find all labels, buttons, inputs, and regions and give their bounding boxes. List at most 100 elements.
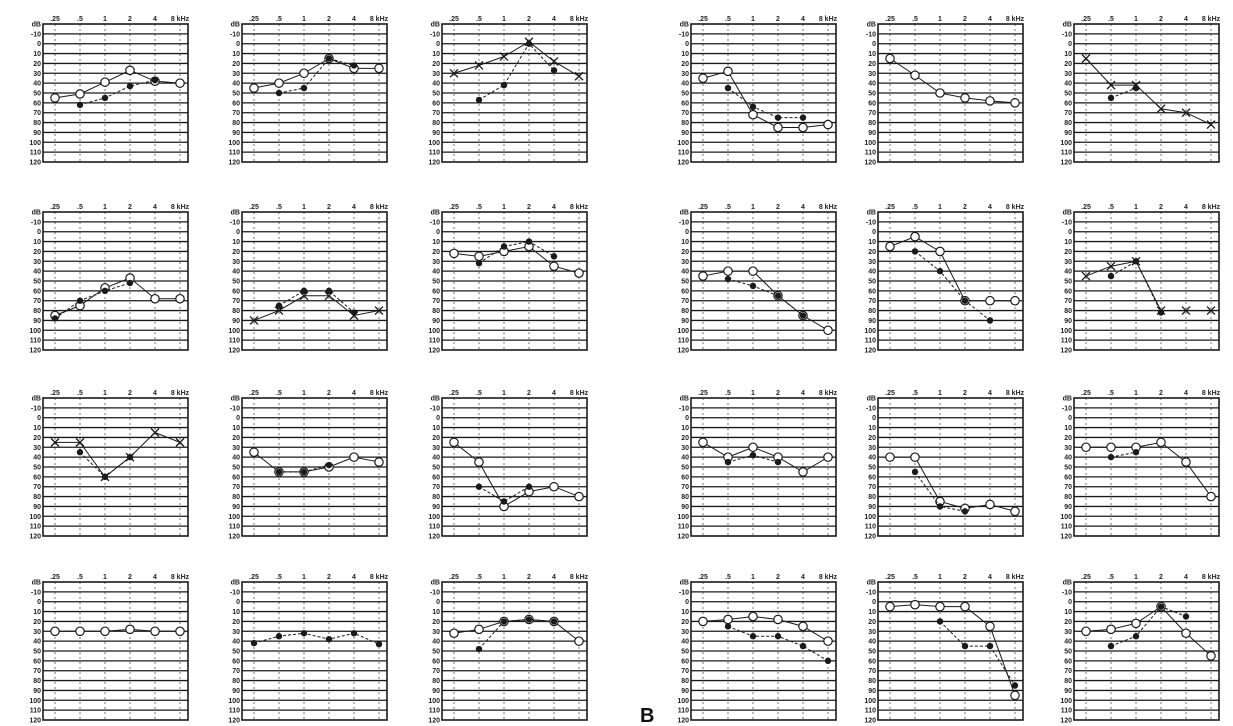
y-tick-label: 30 xyxy=(868,445,876,452)
x-tick-label: 1 xyxy=(938,390,942,397)
x-tick-label: 2 xyxy=(527,204,531,211)
y-tick-label: 0 xyxy=(436,415,440,422)
y-tick-label: 90 xyxy=(432,504,440,511)
data-point-dot xyxy=(799,642,807,650)
y-tick-label: 10 xyxy=(33,609,41,616)
series-line xyxy=(890,456,1016,512)
y-tick-label: 80 xyxy=(681,494,689,501)
y-tick-label: 80 xyxy=(868,120,876,127)
data-point-circle xyxy=(823,119,833,130)
y-tick-label: 0 xyxy=(872,229,876,236)
y-tick-label: 60 xyxy=(681,288,689,295)
y-tick-label: dB xyxy=(1063,396,1072,403)
data-point-dot xyxy=(475,96,483,104)
series-line xyxy=(54,69,181,99)
data-point-dot xyxy=(126,279,134,287)
y-tick-label: 70 xyxy=(868,668,876,675)
data-point-circle xyxy=(150,626,160,637)
series-line xyxy=(453,41,580,77)
data-point-dot xyxy=(475,645,483,653)
y-tick-label: 100 xyxy=(677,698,689,705)
y-tick-label: 80 xyxy=(33,678,41,685)
y-tick-label: 80 xyxy=(33,494,41,501)
x-tick-label: 8 kHz xyxy=(171,204,190,211)
x-tick-label: .25 xyxy=(1081,204,1091,211)
x-tick-label: .25 xyxy=(50,16,60,23)
y-tick-label: 40 xyxy=(33,639,41,646)
x-tick-label: 1 xyxy=(502,574,506,581)
y-tick-label: dB xyxy=(431,396,440,403)
x-tick-label: .5 xyxy=(725,204,731,211)
data-point-dot xyxy=(774,633,782,640)
data-point-cross xyxy=(249,315,259,325)
x-tick-label: 2 xyxy=(776,204,780,211)
y-tick-label: 100 xyxy=(428,514,440,521)
y-tick-label: 90 xyxy=(232,130,240,137)
y-tick-label: 0 xyxy=(37,41,41,48)
series-line xyxy=(453,245,580,274)
y-tick-label: 100 xyxy=(1060,328,1072,335)
x-tick-label: 4 xyxy=(988,16,992,23)
y-tick-label: 0 xyxy=(37,599,41,606)
y-tick-label: 20 xyxy=(33,619,41,626)
data-point-dot xyxy=(101,94,109,102)
x-tick-label: .25 xyxy=(698,390,708,397)
y-tick-label: dB xyxy=(867,396,876,403)
data-point-dot xyxy=(300,468,308,476)
y-tick-label: 90 xyxy=(681,688,689,695)
data-point-dot xyxy=(350,62,358,69)
y-tick-label: 60 xyxy=(1064,100,1072,107)
y-tick-label: 80 xyxy=(1064,120,1072,127)
y-tick-label: 10 xyxy=(868,425,876,432)
y-tick-label: 0 xyxy=(436,229,440,236)
data-point-circle xyxy=(798,621,808,632)
x-tick-label: .25 xyxy=(698,574,708,581)
data-point-circle xyxy=(960,93,970,103)
y-tick-label: 30 xyxy=(232,629,240,636)
series-line xyxy=(54,282,131,319)
y-tick-label: 70 xyxy=(432,668,440,675)
x-tick-label: 8 kHz xyxy=(1202,204,1221,211)
y-tick-label: 40 xyxy=(33,81,41,88)
series-line xyxy=(253,295,380,321)
data-point-dot xyxy=(76,297,84,304)
data-point-circle xyxy=(175,293,185,304)
x-tick-label: 1 xyxy=(502,16,506,23)
y-tick-label: 40 xyxy=(868,81,876,88)
y-tick-label: 120 xyxy=(228,348,240,355)
x-tick-label: .5 xyxy=(1108,16,1114,23)
data-point-dot xyxy=(525,238,533,245)
y-tick-label: 100 xyxy=(428,698,440,705)
y-tick-label: 70 xyxy=(868,110,876,117)
y-tick-label: 80 xyxy=(232,308,240,315)
y-tick-label: 10 xyxy=(868,51,876,58)
x-tick-label: .5 xyxy=(77,390,83,397)
data-point-circle xyxy=(885,241,895,252)
y-tick-label: 110 xyxy=(229,338,240,345)
data-point-dot xyxy=(550,253,558,260)
x-tick-label: .25 xyxy=(885,16,895,23)
data-point-cross xyxy=(374,306,384,316)
data-point-circle xyxy=(985,621,995,632)
y-tick-label: 20 xyxy=(681,619,689,626)
y-tick-label: 110 xyxy=(429,338,440,345)
x-tick-label: .25 xyxy=(50,204,60,211)
data-point-circle xyxy=(175,78,185,88)
x-tick-label: .5 xyxy=(725,574,731,581)
y-tick-label: 0 xyxy=(685,415,689,422)
y-tick-label: 60 xyxy=(1064,658,1072,665)
x-tick-label: .25 xyxy=(698,16,708,23)
y-tick-label: dB xyxy=(32,396,41,403)
data-point-dot xyxy=(799,312,807,319)
y-tick-label: 110 xyxy=(30,150,41,157)
x-tick-label: 4 xyxy=(1184,390,1188,397)
data-point-circle xyxy=(1181,628,1191,639)
y-tick-label: 90 xyxy=(868,504,876,511)
x-tick-label: 2 xyxy=(1159,204,1163,211)
y-tick-label: 20 xyxy=(232,61,240,68)
y-tick-label: 70 xyxy=(1064,668,1072,675)
data-point-cross xyxy=(574,71,584,81)
x-tick-label: 8 kHz xyxy=(1202,390,1221,397)
x-tick-label: 4 xyxy=(1184,574,1188,581)
y-tick-label: dB xyxy=(32,210,41,217)
